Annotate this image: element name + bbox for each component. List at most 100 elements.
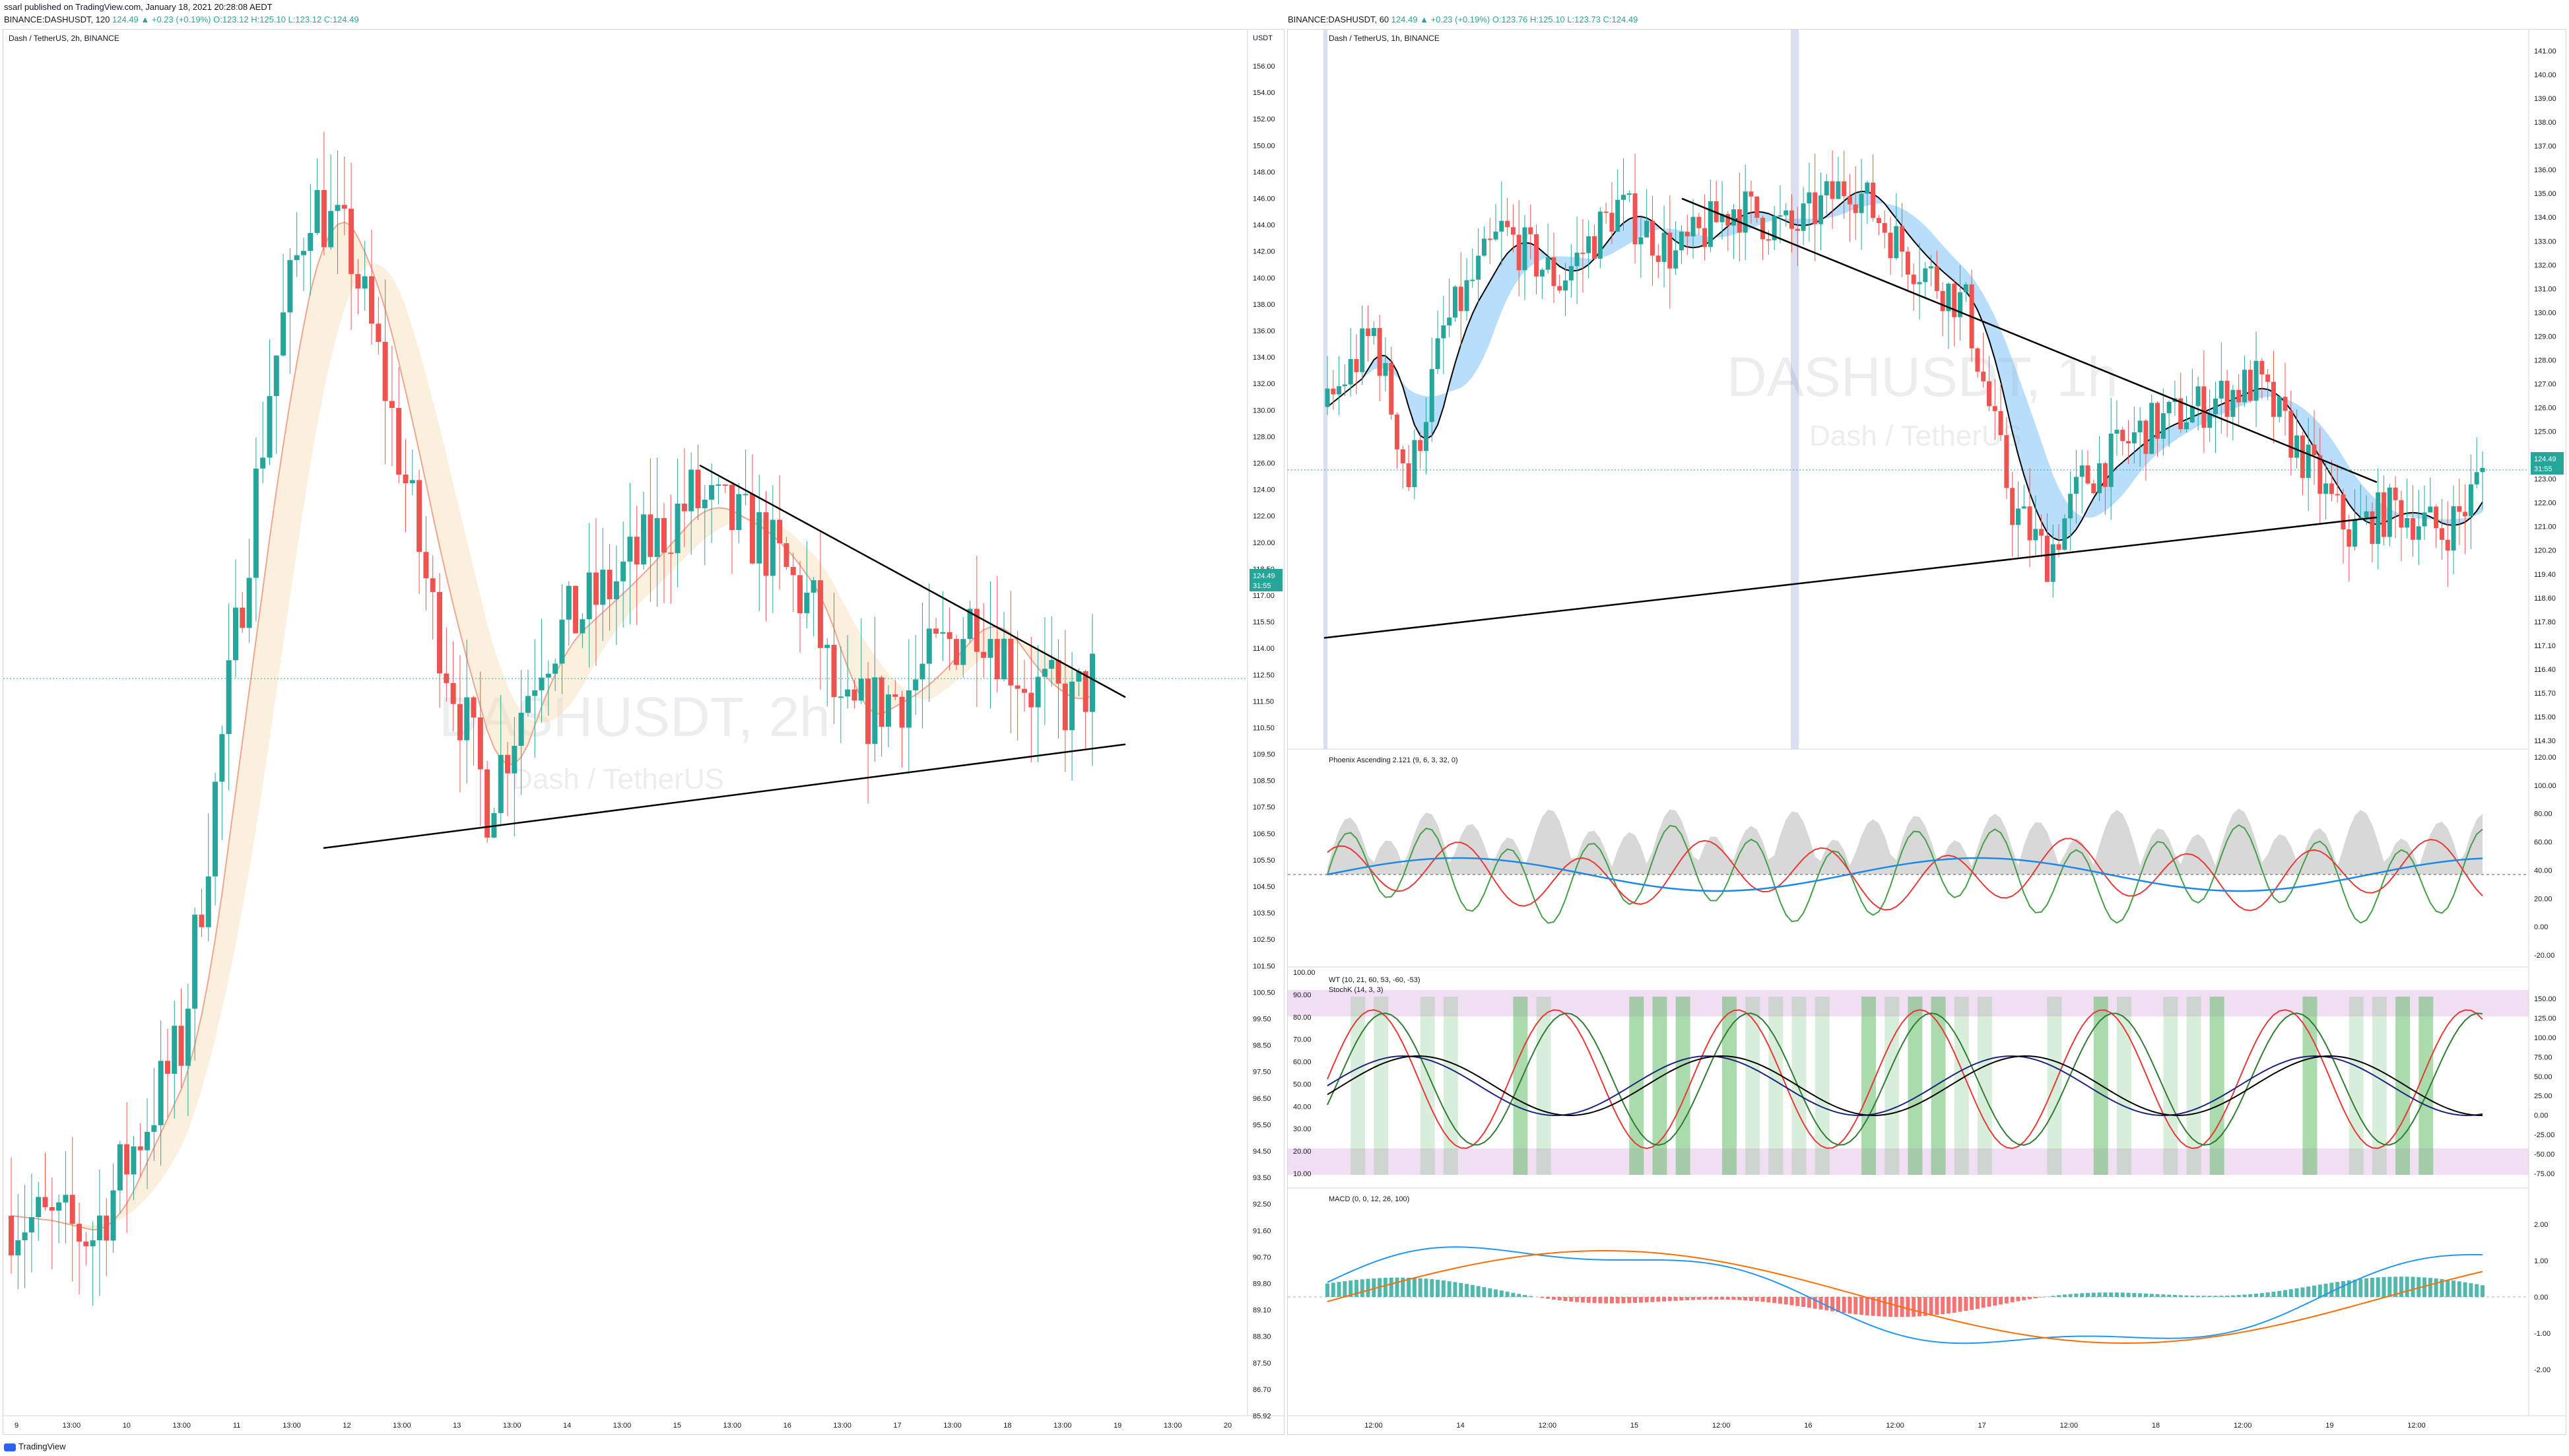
- candle-body: [1725, 214, 1731, 226]
- candle-body: [1090, 653, 1095, 712]
- candle-body: [341, 205, 347, 209]
- macd-hist-bar: [1981, 1297, 1985, 1308]
- candle-body: [104, 1215, 110, 1241]
- candle-body: [1900, 226, 1905, 252]
- candle-body: [716, 484, 721, 486]
- candle-body: [2068, 494, 2073, 519]
- macd-hist-bar: [2103, 1292, 2108, 1297]
- macd-hist-bar: [2300, 1287, 2305, 1297]
- candle-body: [1679, 232, 1684, 251]
- candle-body: [2335, 494, 2340, 496]
- candle-body: [42, 1197, 48, 1207]
- candle-body: [2224, 380, 2230, 417]
- macd-hist-bar: [1650, 1297, 1655, 1302]
- candle-body: [355, 274, 361, 289]
- left-chart-panel[interactable]: Dash / TetherUS, 2h, BINANCE DASHUSDT, 2…: [3, 29, 1284, 1435]
- left-price-tick: 89.80: [1253, 1280, 1271, 1288]
- left-time-tick: 16: [784, 1422, 791, 1430]
- candle-body: [1650, 220, 1655, 256]
- right-price-axis[interactable]: 141.00 140.00 139.00 138.00 137.00 136.00 135.…: [1293, 48, 2556, 1374]
- candle-body: [1083, 671, 1088, 712]
- left-price-tick: 86.70: [1253, 1386, 1271, 1394]
- macd-hist-bar: [2190, 1296, 2195, 1297]
- macd-hist-bar: [1754, 1297, 1759, 1302]
- right-time-tick: 12:00: [2060, 1422, 2079, 1430]
- macd-hist-bar: [2259, 1293, 2264, 1297]
- macd-hist-bar: [1430, 1279, 1434, 1297]
- candle-body: [709, 484, 715, 500]
- left-time-tick: 13:00: [283, 1422, 301, 1430]
- macd-line: [1327, 1246, 2483, 1344]
- candle-body: [1696, 216, 1702, 228]
- macd-hist-bar: [2399, 1276, 2403, 1297]
- candle-body: [668, 552, 674, 554]
- right-time-tick: 17: [1978, 1422, 1986, 1430]
- candle-body: [49, 1207, 55, 1211]
- right-price-tick: 135.00: [2534, 190, 2556, 198]
- candle-body: [1510, 227, 1516, 235]
- right-time-axis[interactable]: 12:00 14 12:00 15 12:00 16 12:00 17 12:00 18 12:00…: [1364, 1422, 2426, 1430]
- candle-body: [226, 660, 232, 735]
- right-price-tick: 132.00: [2534, 261, 2556, 269]
- candle-body: [1830, 181, 1835, 199]
- wt-green-bar: [1745, 997, 1760, 1175]
- candle-body: [872, 677, 878, 745]
- candle-body: [457, 704, 463, 741]
- candle-body: [2405, 517, 2410, 528]
- tradingview-logo[interactable]: TradingView: [4, 1441, 66, 1451]
- candle-body: [865, 678, 871, 745]
- macd-hist-bar: [1401, 1277, 1405, 1297]
- right-symbol: BINANCE:DASHUSDT, 60: [1288, 15, 1389, 24]
- candle-body: [512, 746, 517, 774]
- stoch-d-line: [1327, 1012, 2483, 1146]
- macd-hist-bar: [2463, 1282, 2467, 1297]
- macd-hist-bar: [2452, 1280, 2456, 1297]
- candle-body: [471, 697, 477, 718]
- macd-hist-bar: [1499, 1290, 1504, 1297]
- right-price-tick: 117.80: [2534, 618, 2556, 626]
- macd-hist-bar: [1807, 1297, 1811, 1308]
- right-last-price: 124.49: [2534, 455, 2556, 463]
- candle-body: [654, 517, 660, 557]
- macd-hist-bar: [1667, 1297, 1672, 1302]
- candle-body: [505, 754, 511, 774]
- left-time-axis[interactable]: 9 13:00 10 13:00 11 13:00 12 13:00 13 13:00 14 13:0…: [15, 1422, 1232, 1430]
- macd-hist-bar: [2434, 1278, 2438, 1297]
- candle-body: [96, 1215, 102, 1241]
- macd-hist-bar: [2341, 1280, 2345, 1297]
- candle-body: [1563, 280, 1568, 291]
- candle-body: [702, 500, 708, 509]
- right-price-tick: 114.30: [2534, 737, 2556, 745]
- candle-body: [308, 232, 314, 251]
- macd-hist-bar: [2022, 1297, 2026, 1301]
- right-chart-panel[interactable]: Dash / TetherUS, 1h, BINANCE DASHUSDT, 1…: [1287, 29, 2566, 1435]
- left-price-tick: 122.00: [1253, 513, 1275, 521]
- right-price-tick: 121.00: [2534, 523, 2556, 531]
- macd-hist-bar: [1615, 1297, 1620, 1304]
- candle-body: [246, 578, 252, 628]
- left-price-axis[interactable]: 156.00 154.00 152.00 150.00 148.00 146.00 144.…: [1253, 63, 1275, 1420]
- right-time-tick: 18: [2152, 1422, 2160, 1430]
- candle-body: [1568, 266, 1574, 281]
- macd-hist-bar: [2242, 1294, 2247, 1297]
- candle-body: [593, 572, 599, 605]
- macd-hist-bar: [1331, 1282, 1335, 1297]
- macd-hist-bar: [1586, 1297, 1591, 1303]
- macd-hist-bar: [2062, 1294, 2067, 1297]
- phoenix-blue-line: [1327, 857, 2483, 892]
- right-chart-svg[interactable]: DASHUSDT, 1h Dash / TetherUS 141.00140.0…: [1288, 30, 2566, 1435]
- left-price-tick: 154.00: [1253, 89, 1275, 97]
- macd-hist-bar: [1987, 1297, 1991, 1307]
- wt-left-tick: 90.00: [1293, 991, 1312, 999]
- macd-hist-bar: [1795, 1297, 1800, 1306]
- right-price-tick: 131.00: [2534, 285, 2556, 293]
- wt-title: WT (10, 21, 60, 53, -60, -53): [1329, 976, 1420, 984]
- right-price-tick: 140.00: [2534, 71, 2556, 79]
- candle-body: [2468, 484, 2473, 517]
- candle-body: [90, 1240, 96, 1247]
- left-chart-svg[interactable]: DASHUSDT, 2h Dash / TetherUS 156.00 154.0…: [3, 30, 1284, 1435]
- macd-hist-bar: [1551, 1297, 1556, 1300]
- phoenix-green-line: [1327, 824, 2483, 924]
- macd-hist-bar: [1598, 1297, 1603, 1304]
- candle-body: [1452, 286, 1457, 318]
